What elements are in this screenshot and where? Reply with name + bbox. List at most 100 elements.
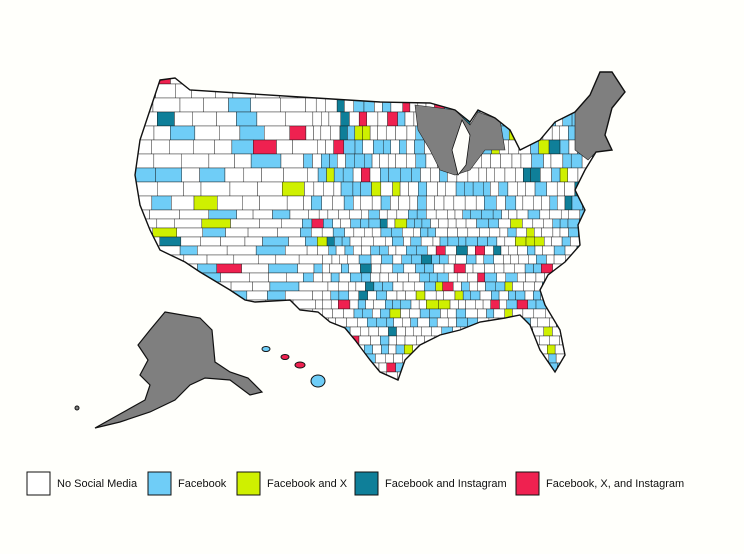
county <box>180 153 210 169</box>
county <box>395 153 407 169</box>
county <box>153 153 182 169</box>
county <box>377 111 388 127</box>
county <box>350 218 361 229</box>
county <box>619 181 625 197</box>
county <box>440 390 449 399</box>
county <box>212 353 234 364</box>
county <box>379 245 389 256</box>
county <box>285 111 314 127</box>
county <box>242 195 260 211</box>
county <box>243 167 262 183</box>
county <box>500 353 511 364</box>
county <box>152 227 177 238</box>
county <box>431 83 443 99</box>
county <box>385 353 394 364</box>
county <box>455 254 467 265</box>
county <box>334 236 343 247</box>
county <box>594 371 604 380</box>
county <box>303 335 315 346</box>
county <box>358 111 367 127</box>
county <box>384 399 391 408</box>
county <box>630 112 641 126</box>
county <box>421 390 428 399</box>
county <box>285 399 315 408</box>
county <box>288 236 306 247</box>
county <box>533 195 542 211</box>
county <box>365 390 374 399</box>
county <box>607 218 616 229</box>
county <box>515 290 526 301</box>
county <box>559 139 570 155</box>
county <box>347 254 360 265</box>
county <box>365 399 376 408</box>
county <box>507 181 518 197</box>
county <box>512 281 524 292</box>
county <box>371 153 380 169</box>
county <box>477 308 487 319</box>
county <box>360 218 370 229</box>
county <box>181 167 200 183</box>
county <box>464 181 474 197</box>
county <box>434 195 445 211</box>
county <box>348 263 361 274</box>
county <box>420 236 434 247</box>
county <box>241 263 269 274</box>
county <box>567 167 579 183</box>
county <box>447 227 458 238</box>
legend-swatch <box>354 471 379 496</box>
county <box>546 111 556 127</box>
county <box>529 83 538 99</box>
county <box>619 139 625 155</box>
county <box>435 281 443 292</box>
county <box>600 353 609 364</box>
county <box>568 209 581 220</box>
county <box>571 317 583 328</box>
county <box>381 344 389 355</box>
county <box>508 245 518 256</box>
county <box>574 254 585 265</box>
county <box>550 153 564 169</box>
county <box>493 308 505 319</box>
county <box>338 290 349 301</box>
county <box>333 326 341 337</box>
county <box>486 167 495 183</box>
county <box>504 236 516 247</box>
county <box>605 326 615 337</box>
county <box>213 335 239 346</box>
county <box>493 72 505 85</box>
county <box>587 371 595 380</box>
county <box>347 381 355 390</box>
county <box>595 181 604 197</box>
county <box>169 139 194 155</box>
county <box>482 399 493 408</box>
county <box>193 139 215 155</box>
county <box>327 281 339 292</box>
county <box>358 290 368 301</box>
county <box>414 281 425 292</box>
county <box>416 245 428 256</box>
county <box>614 326 625 337</box>
county <box>559 227 569 238</box>
county <box>376 399 383 408</box>
county <box>562 153 572 169</box>
county <box>427 227 436 238</box>
county <box>592 290 605 301</box>
county <box>531 371 540 380</box>
county <box>269 281 300 292</box>
county <box>591 236 601 247</box>
county <box>318 209 329 220</box>
county <box>183 254 208 265</box>
county <box>485 381 493 390</box>
county <box>368 218 381 229</box>
county <box>568 227 579 238</box>
county <box>549 335 560 346</box>
county <box>499 111 510 127</box>
county <box>596 344 606 355</box>
county <box>335 353 347 364</box>
county <box>392 281 404 292</box>
county <box>586 227 596 238</box>
county <box>564 181 576 197</box>
county <box>364 344 373 355</box>
county <box>353 353 366 364</box>
county <box>280 97 306 113</box>
